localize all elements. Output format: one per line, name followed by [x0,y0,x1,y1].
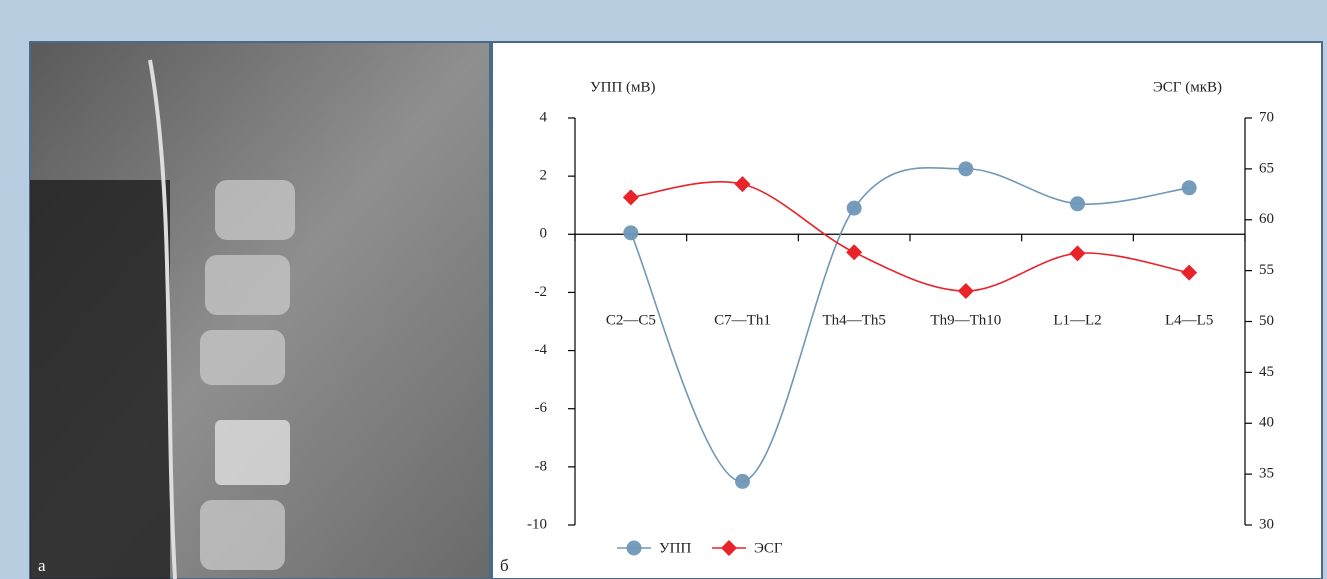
panel-label: а [38,556,46,575]
y-tick-label: -2 [535,284,548,300]
catheter [148,59,177,579]
data-point [623,225,639,241]
y2-tick-label: 60 [1259,211,1274,227]
data-point [957,282,974,299]
legend-label: УПП [659,540,691,556]
y2-tick-label: 45 [1259,364,1274,380]
legend-marker [626,540,642,556]
vertebrae [200,180,295,570]
y2-axis-label: ЭСГ (мкВ) [1153,79,1222,95]
y2-tick-label: 40 [1259,415,1274,431]
data-point [734,176,751,193]
y2-tick-label: 35 [1259,466,1274,482]
x-tick-label: Th4—Th5 [823,312,886,328]
y-tick-label: -4 [535,342,548,358]
data-point [846,200,862,216]
y2-tick-label: 30 [1259,516,1274,532]
y2-tick-label: 70 [1259,109,1274,125]
data-point [1069,245,1086,262]
data-point [1070,196,1085,212]
data-point [1181,264,1198,281]
y2-tick-label: 50 [1259,313,1274,329]
chart-panel [491,41,1323,579]
data-point [735,473,750,489]
y-tick-label: 0 [540,226,548,242]
data-point [846,244,863,261]
x-tick-label: L1—L2 [1053,312,1101,328]
x-tick-label: L4—L5 [1165,312,1213,328]
x-tick-label: C7—Th1 [714,312,771,328]
y-axis-label: УПП (мВ) [590,79,656,95]
x-ray-shadow [30,180,170,579]
data-point [622,189,639,206]
data-point [958,161,974,177]
y-tick-label: 2 [540,168,548,184]
y2-tick-label: 55 [1259,262,1274,278]
x-tick-label: Th9—Th10 [930,312,1001,328]
y2-tick-label: 65 [1259,160,1274,176]
y-tick-label: -8 [535,458,548,474]
x-tick-label: C2—C5 [606,312,656,328]
panel-label: б [500,556,509,575]
legend-marker [721,540,737,556]
y-tick-label: -10 [527,516,547,532]
y-tick-label: -6 [535,400,548,416]
legend-label: ЭСГ [754,540,783,556]
data-point [1181,180,1197,196]
y-tick-label: 4 [540,109,548,125]
